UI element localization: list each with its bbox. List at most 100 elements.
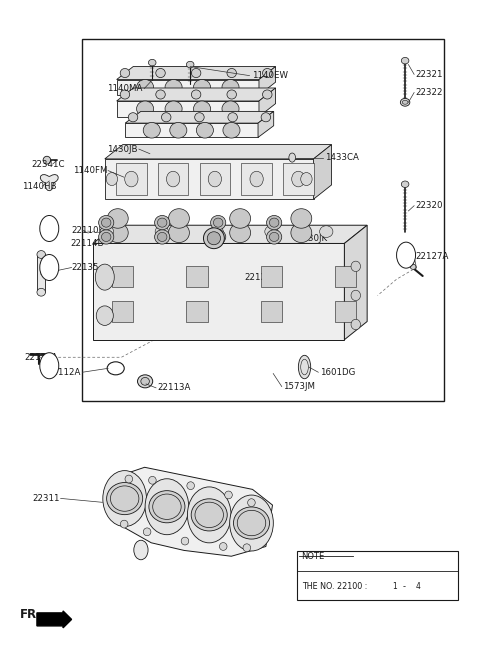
Ellipse shape [230,209,251,228]
Ellipse shape [243,544,251,552]
Bar [116,163,146,195]
Circle shape [412,578,424,595]
Ellipse shape [107,483,143,515]
Ellipse shape [320,226,333,237]
Polygon shape [93,243,344,340]
Ellipse shape [98,215,114,230]
Polygon shape [105,144,332,159]
Text: 1601DG: 1601DG [320,368,355,377]
Ellipse shape [263,68,272,77]
Ellipse shape [100,226,114,237]
Text: 1430JK: 1430JK [297,234,327,243]
Ellipse shape [156,90,165,99]
Ellipse shape [229,495,273,551]
Text: 22321: 22321 [416,70,443,79]
Ellipse shape [204,228,224,249]
Ellipse shape [207,232,220,245]
Bar [83,39,444,401]
Polygon shape [117,88,276,101]
Circle shape [40,215,59,241]
Circle shape [40,353,59,379]
Ellipse shape [141,377,149,385]
Ellipse shape [168,223,190,243]
Text: 22135: 22135 [72,263,99,272]
Ellipse shape [137,375,153,388]
Ellipse shape [187,487,231,543]
Ellipse shape [228,113,238,122]
Bar [112,301,133,322]
Ellipse shape [157,232,167,241]
FancyArrow shape [37,611,72,628]
Ellipse shape [351,261,360,272]
Ellipse shape [263,90,272,99]
Text: 4: 4 [416,582,420,590]
Bar [132,240,136,255]
Polygon shape [259,66,276,95]
Text: 22112A: 22112A [48,368,81,377]
Ellipse shape [161,113,171,122]
Ellipse shape [299,356,311,379]
Ellipse shape [193,79,211,95]
Ellipse shape [125,475,132,483]
Ellipse shape [222,101,239,117]
Polygon shape [117,101,259,117]
Ellipse shape [103,470,146,527]
Polygon shape [115,467,273,556]
Ellipse shape [134,541,148,560]
Ellipse shape [208,171,221,187]
Text: 1140EW: 1140EW [252,71,288,80]
Text: 1430JB: 1430JB [108,144,138,154]
Ellipse shape [219,543,227,550]
Ellipse shape [96,306,113,325]
Ellipse shape [101,232,111,241]
Ellipse shape [266,230,282,244]
Bar [335,266,356,287]
Bar [158,163,188,195]
Ellipse shape [301,173,312,186]
Polygon shape [117,79,259,95]
Polygon shape [258,112,274,137]
Ellipse shape [227,90,237,99]
Ellipse shape [401,181,409,188]
Ellipse shape [37,289,46,296]
Bar [283,163,313,195]
Ellipse shape [155,230,170,244]
Polygon shape [93,225,367,243]
Ellipse shape [167,171,180,187]
Text: 22125A: 22125A [24,353,58,361]
Ellipse shape [210,226,223,237]
Ellipse shape [181,537,189,545]
Ellipse shape [120,68,130,77]
Ellipse shape [259,234,264,242]
Ellipse shape [149,491,185,523]
Ellipse shape [269,232,279,241]
Ellipse shape [193,101,211,117]
Text: 1: 1 [392,582,396,590]
Polygon shape [259,88,276,117]
Text: NOTE: NOTE [301,552,324,561]
Text: 22311: 22311 [32,494,60,503]
Ellipse shape [156,68,165,77]
Ellipse shape [145,479,189,535]
Ellipse shape [186,61,194,68]
Polygon shape [125,123,258,137]
Text: 4: 4 [403,251,408,260]
Polygon shape [105,159,313,199]
Ellipse shape [168,209,190,228]
Ellipse shape [291,209,312,228]
Ellipse shape [132,237,136,243]
Ellipse shape [289,153,296,162]
Ellipse shape [128,113,138,122]
Ellipse shape [223,123,240,138]
Ellipse shape [269,218,279,227]
Ellipse shape [144,528,151,536]
Polygon shape [125,112,274,123]
Text: 1140FM: 1140FM [72,166,107,175]
Ellipse shape [132,252,136,257]
Text: 22341C: 22341C [31,159,65,169]
Ellipse shape [149,476,156,484]
Ellipse shape [211,215,226,230]
Text: 22127A: 22127A [416,252,449,261]
Ellipse shape [196,123,214,138]
Bar [186,301,207,322]
